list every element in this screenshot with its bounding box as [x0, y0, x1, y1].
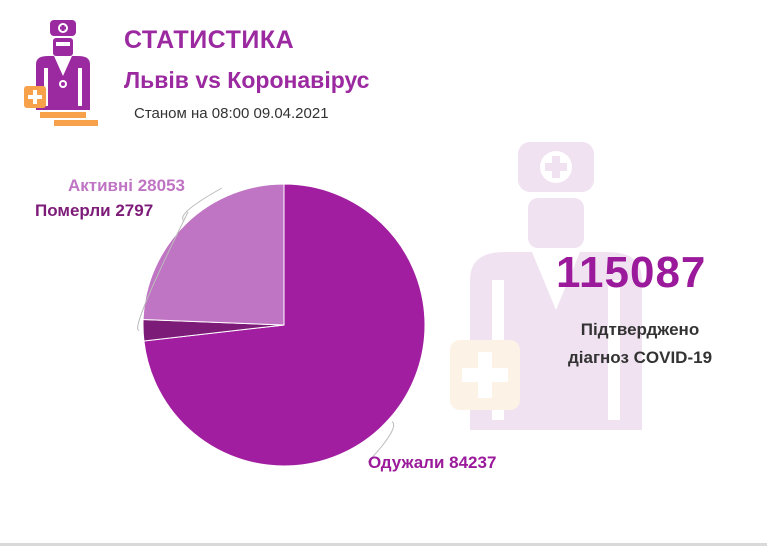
- caption-line-2: діагноз COVID-19: [567, 348, 713, 367]
- slice-label-recovered: Одужали 84237: [368, 453, 497, 472]
- page-title: СТАТИСТИКА: [124, 26, 295, 54]
- doctor-icon: [24, 20, 98, 126]
- as-of-date: Станом на 08:00 09.04.2021: [134, 105, 329, 122]
- page-subtitle: Львів vs Коронавірус: [124, 67, 370, 93]
- total-cases-caption: Підтверджено діагноз COVID-19: [540, 316, 740, 372]
- slice-active[interactable]: [142, 183, 285, 326]
- caption-line-1: Підтверджено: [580, 320, 700, 339]
- leader-line-dead: [137, 211, 189, 331]
- leader-line-active: [182, 187, 223, 221]
- doctor-watermark-icon: [450, 142, 642, 430]
- leader-line-recovered: [367, 421, 394, 463]
- slice-label-active: Активні 28053: [68, 176, 185, 195]
- slice-label-dead: Померли 2797: [35, 201, 154, 220]
- total-cases-value: 115087: [556, 248, 707, 297]
